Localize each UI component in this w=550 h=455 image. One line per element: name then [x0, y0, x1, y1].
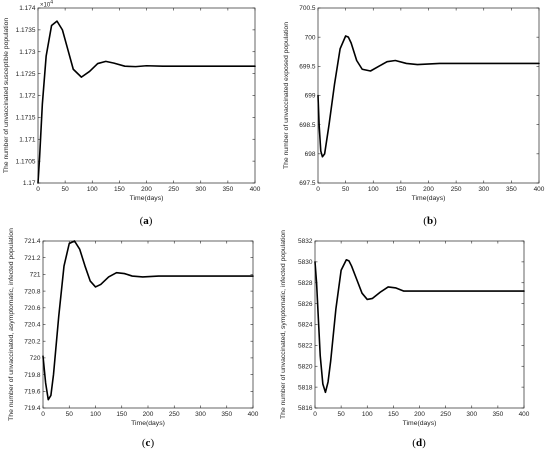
y-tick-label: 5830: [298, 259, 313, 266]
y-tick-label: 698.5: [299, 122, 316, 129]
series-line: [314, 258, 525, 394]
y-tick-label: 1.171: [19, 136, 36, 143]
plot-area-frame: [317, 7, 540, 184]
x-tick-label: 350: [492, 411, 503, 418]
y-tick-label: 720.6: [24, 305, 41, 312]
x-axis-label: Time(days): [131, 420, 165, 427]
x-tick-label: 400: [250, 186, 261, 193]
plot-area-frame: [314, 240, 525, 409]
x-tick-label: 150: [114, 186, 125, 193]
x-tick-label: 100: [368, 186, 379, 193]
y-tick-label: 719.8: [24, 372, 41, 379]
y-tick-label: 1.1735: [16, 27, 36, 34]
y-tick-label: 721.2: [24, 255, 41, 262]
series-line: [37, 20, 256, 184]
y-tick-label: 720.8: [24, 288, 41, 295]
x-tick-label: 300: [466, 411, 477, 418]
x-tick-label: 300: [478, 186, 489, 193]
x-tick-label: 350: [222, 186, 233, 193]
x-tick-label: 150: [395, 186, 406, 193]
x-tick-label: 50: [342, 186, 350, 193]
y-tick-label: 1.1715: [16, 115, 36, 122]
plot-area-frame: [37, 7, 256, 184]
y-tick-label: 5822: [298, 343, 313, 350]
x-tick-label: 100: [87, 186, 98, 193]
x-tick-label: 350: [221, 411, 232, 418]
x-tick-label: 0: [313, 411, 317, 418]
panel-caption: (b): [423, 215, 437, 227]
x-tick-label: 100: [90, 411, 101, 418]
y-tick-label: 698: [305, 151, 316, 158]
y-tick-label: 699.5: [299, 64, 316, 71]
x-axis-label: Time(days): [412, 195, 446, 202]
y-tick-label: 720.2: [24, 338, 41, 345]
y-tick-label: 699: [305, 93, 316, 100]
x-tick-label: 300: [195, 411, 206, 418]
panel-caption: (d): [412, 437, 426, 449]
panel-caption: (c): [142, 437, 155, 449]
x-tick-label: 250: [451, 186, 462, 193]
x-tick-label: 350: [506, 186, 517, 193]
panel-b: 0 50 100 150 200 250 300 350 400 697.5 698 698.5 699…: [283, 5, 545, 227]
panel-a: 0 50 100 150 200 250 300 350 400 1.17 1.1705 1.171 1…: [3, 0, 261, 227]
x-tick-label: 400: [248, 411, 259, 418]
x-tick-label: 300: [195, 186, 206, 193]
y-tick-label: 5832: [298, 238, 313, 245]
panel-c: 0 50 100 150 200 250 300 350 400 719.4 719.6 719.8 7…: [8, 228, 259, 449]
y-tick-label: 5818: [298, 384, 313, 391]
x-tick-label: 200: [414, 411, 425, 418]
x-tick-label: 0: [316, 186, 320, 193]
x-axis-label: Time(days): [403, 420, 437, 427]
series-line: [317, 35, 540, 158]
y-axis-label: The number of unvaccinated, asymptomatic…: [8, 228, 15, 421]
x-tick-label: 100: [362, 411, 373, 418]
x-axis-label: Time(days): [130, 195, 164, 202]
x-tick-label: 250: [440, 411, 451, 418]
y-tick-label: 1.173: [19, 49, 36, 56]
y-axis-label: The number of unvaccinated susceptible p…: [3, 18, 10, 174]
x-tick-label: 50: [66, 411, 74, 418]
y-tick-label: 697.5: [299, 180, 316, 187]
x-tick-label: 250: [168, 186, 179, 193]
panel-caption: (a): [140, 215, 153, 227]
y-tick-label: 719.4: [24, 405, 41, 412]
x-tick-label: 150: [116, 411, 127, 418]
y-tick-label: 720.4: [24, 322, 41, 329]
y-tick-label: 1.1705: [16, 158, 36, 165]
y-tick-label: 720: [30, 355, 41, 362]
x-tick-label: 0: [36, 186, 40, 193]
x-tick-label: 250: [169, 411, 180, 418]
x-tick-label: 400: [519, 411, 530, 418]
x-tick-label: 200: [143, 411, 154, 418]
x-tick-label: 0: [41, 411, 45, 418]
x-tick-label: 400: [534, 186, 545, 193]
plot-area-frame: [42, 240, 254, 409]
y-tick-label: 5826: [298, 301, 313, 308]
y-tick-label: 1.1725: [16, 71, 36, 78]
x-tick-label: 200: [141, 186, 152, 193]
x-tick-label: 150: [388, 411, 399, 418]
y-tick-label: 700: [305, 34, 316, 41]
y-tick-label: 1.17: [23, 180, 36, 187]
panel-d: 0 50 100 150 200 250 300 350 400 5816 5818 5820 5822…: [280, 230, 530, 449]
y-axis-label: The number of unvaccinated, symptomatic,…: [280, 230, 287, 419]
y-tick-label: 5824: [298, 322, 313, 329]
x-tick-label: 50: [62, 186, 70, 193]
y-tick-label: 1.172: [19, 93, 36, 100]
y-tick-label: 5820: [298, 363, 313, 370]
series-line: [42, 240, 254, 401]
y-axis-label: The number of unvaccinated exposed popul…: [283, 22, 290, 169]
y-tick-label: 721.4: [24, 238, 41, 245]
y-multiplier-label: ×104: [40, 0, 53, 9]
x-tick-label: 200: [423, 186, 434, 193]
y-tick-label: 1.174: [19, 5, 36, 12]
y-tick-label: 5816: [298, 405, 313, 412]
y-tick-label: 721: [30, 272, 41, 279]
y-tick-label: 719.6: [24, 389, 41, 396]
y-tick-label: 700.5: [299, 5, 316, 12]
y-tick-label: 5828: [298, 280, 313, 287]
x-tick-label: 50: [338, 411, 346, 418]
